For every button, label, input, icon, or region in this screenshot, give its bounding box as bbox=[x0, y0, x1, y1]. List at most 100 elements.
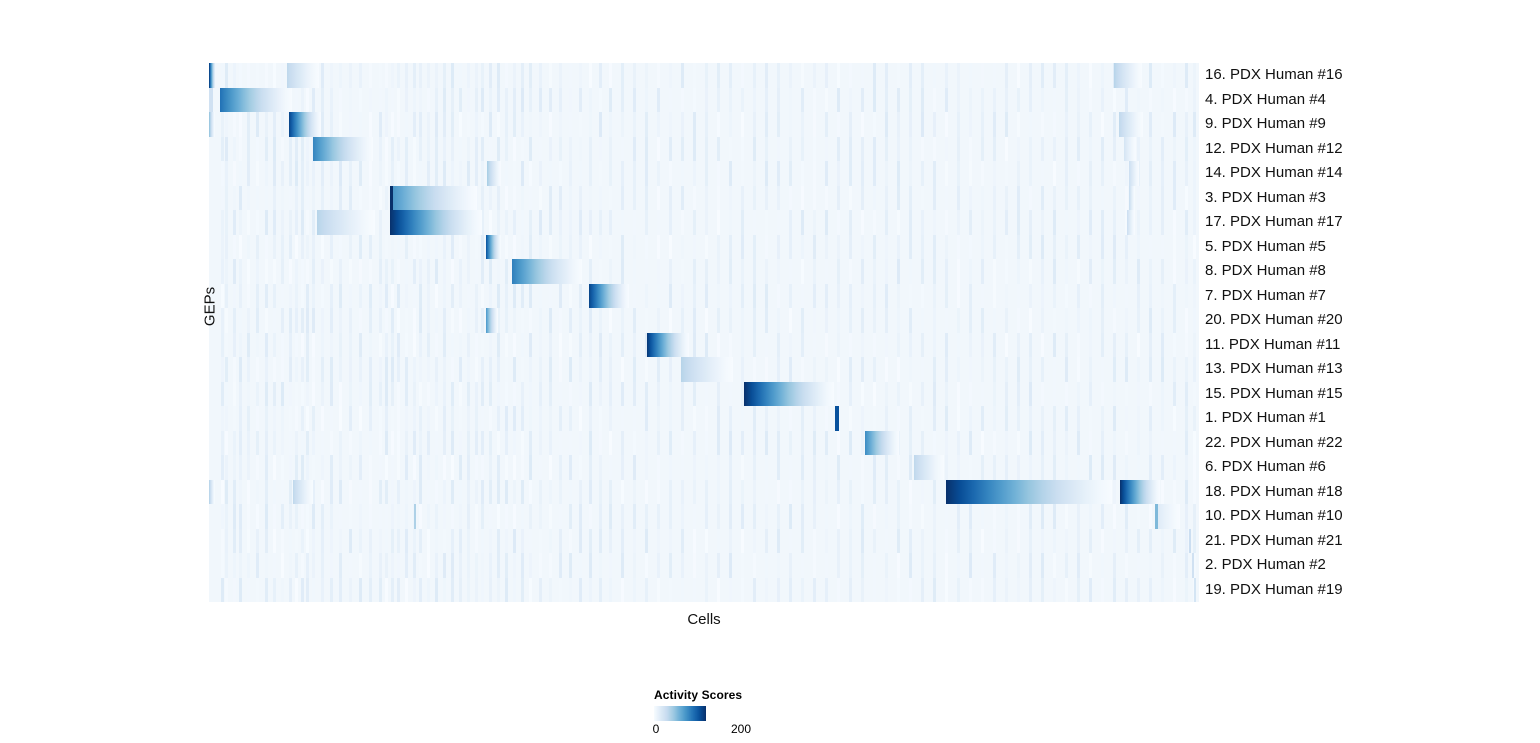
row-label: 16. PDX Human #16 bbox=[1205, 66, 1343, 83]
colorbar-wrapper bbox=[654, 706, 742, 721]
heatmap-block bbox=[681, 357, 733, 382]
heatmap-row bbox=[209, 136, 1199, 161]
heatmap-row-noise bbox=[209, 87, 1199, 112]
heatmap-row bbox=[209, 332, 1199, 357]
heatmap-block bbox=[1127, 210, 1135, 235]
row-label: 10. PDX Human #10 bbox=[1205, 507, 1343, 524]
heatmap-block bbox=[289, 112, 321, 137]
heatmap-row bbox=[209, 577, 1199, 602]
heatmap-row-noise bbox=[209, 185, 1199, 210]
row-label: 2. PDX Human #2 bbox=[1205, 556, 1326, 573]
heatmap-block bbox=[390, 210, 482, 235]
heatmap-block bbox=[1129, 185, 1135, 210]
heatmap-row-noise bbox=[209, 234, 1199, 259]
colorbar-tick-labels: 0 200 bbox=[652, 722, 751, 738]
heatmap-block bbox=[744, 381, 834, 406]
x-axis-label: Cells bbox=[687, 611, 721, 628]
heatmap-block bbox=[209, 87, 213, 112]
heatmap-block bbox=[209, 112, 215, 137]
heatmap-row bbox=[209, 210, 1199, 235]
heatmap-block bbox=[512, 259, 582, 284]
row-label: 18. PDX Human #18 bbox=[1205, 482, 1343, 500]
heatmap-block bbox=[1158, 504, 1180, 529]
heatmap-block bbox=[486, 308, 498, 333]
heatmap-block bbox=[486, 234, 501, 259]
heatmap-row bbox=[209, 185, 1199, 210]
colorbar-legend: Activity Scores 0 200 bbox=[600, 688, 810, 738]
heatmap-block bbox=[487, 161, 501, 186]
y-axis-label: GEPs bbox=[201, 286, 219, 327]
heatmap-row-noise bbox=[209, 63, 1199, 88]
heatmap-block bbox=[647, 332, 689, 357]
colorbar-title: Activity Scores bbox=[654, 688, 743, 702]
heatmap-block bbox=[317, 210, 375, 235]
heatmap-block bbox=[914, 455, 944, 480]
row-label: 19. PDX Human #19 bbox=[1205, 580, 1343, 598]
heatmap-block bbox=[390, 185, 393, 210]
heatmap-row-noise bbox=[209, 577, 1199, 602]
heatmap-block bbox=[1119, 112, 1143, 137]
row-label: 21. PDX Human #21 bbox=[1205, 531, 1343, 549]
row-label: 4. PDX Human #4 bbox=[1205, 90, 1326, 108]
heatmap-row-noise bbox=[209, 553, 1199, 578]
row-label: 6. PDX Human #6 bbox=[1205, 458, 1326, 475]
heatmap-block bbox=[287, 63, 319, 88]
heatmap-row bbox=[209, 357, 1199, 382]
colorbar-tick-label-0: 0 bbox=[652, 722, 660, 736]
heatmap-block bbox=[1192, 553, 1194, 578]
heatmap-block bbox=[393, 185, 477, 210]
heatmap-block bbox=[1189, 528, 1191, 553]
row-label-list: 16. PDX Human #16 4. PDX Human #4 9. PDX H… bbox=[1205, 63, 1535, 602]
heatmap-row bbox=[209, 283, 1199, 308]
heatmap-block bbox=[209, 479, 215, 504]
row-label: 15. PDX Human #15 bbox=[1205, 384, 1343, 402]
row-label: 14. PDX Human #14 bbox=[1205, 164, 1343, 181]
heatmap-row bbox=[209, 63, 1199, 88]
heatmap-block bbox=[865, 430, 899, 455]
heatmap-row bbox=[209, 112, 1199, 137]
row-label: 3. PDX Human #3 bbox=[1205, 188, 1326, 206]
heatmap-row bbox=[209, 234, 1199, 259]
row-label: 22. PDX Human #22 bbox=[1205, 433, 1343, 451]
heatmap-row-noise bbox=[209, 112, 1199, 137]
colorbar-tick-label-1: 200 bbox=[730, 722, 752, 736]
heatmap-block bbox=[1129, 161, 1139, 186]
heatmap-block bbox=[209, 63, 216, 88]
row-label: 8. PDX Human #8 bbox=[1205, 262, 1326, 279]
heatmap-block bbox=[414, 504, 416, 529]
heatmap-row-noise bbox=[209, 455, 1199, 480]
heatmap-row bbox=[209, 479, 1199, 504]
heatmap-row-noise bbox=[209, 161, 1199, 186]
heatmap-row bbox=[209, 87, 1199, 112]
heatmap-row-noise bbox=[209, 430, 1199, 455]
heatmap-block bbox=[1120, 479, 1160, 504]
heatmap-row bbox=[209, 504, 1199, 529]
heatmap-row bbox=[209, 455, 1199, 480]
heatmap-block bbox=[313, 136, 373, 161]
row-label: 7. PDX Human #7 bbox=[1205, 286, 1326, 304]
heatmap-block bbox=[1194, 577, 1196, 602]
heatmap-row bbox=[209, 430, 1199, 455]
heatmap-block bbox=[589, 283, 629, 308]
heatmap-row bbox=[209, 553, 1199, 578]
heatmap-row bbox=[209, 161, 1199, 186]
heatmap-row-noise bbox=[209, 308, 1199, 333]
heatmap-block bbox=[293, 479, 313, 504]
row-label: 1. PDX Human #1 bbox=[1205, 409, 1326, 426]
heatmap-row bbox=[209, 406, 1199, 431]
heatmap-block bbox=[946, 479, 1112, 504]
row-label: 12. PDX Human #12 bbox=[1205, 139, 1343, 157]
heatmap-row bbox=[209, 308, 1199, 333]
row-label: 11. PDX Human #11 bbox=[1205, 335, 1341, 353]
heatmap-row-noise bbox=[209, 528, 1199, 553]
heatmap-block bbox=[1124, 136, 1136, 161]
row-label: 17. PDX Human #17 bbox=[1205, 213, 1343, 230]
heatmap-row-noise bbox=[209, 381, 1199, 406]
heatmap-block bbox=[1114, 63, 1142, 88]
heatmap-row-noise bbox=[209, 259, 1199, 284]
heatmap-panel bbox=[209, 63, 1199, 602]
heatmap-row bbox=[209, 528, 1199, 553]
heatmap-row-noise bbox=[209, 332, 1199, 357]
colorbar-gradient bbox=[654, 706, 706, 721]
